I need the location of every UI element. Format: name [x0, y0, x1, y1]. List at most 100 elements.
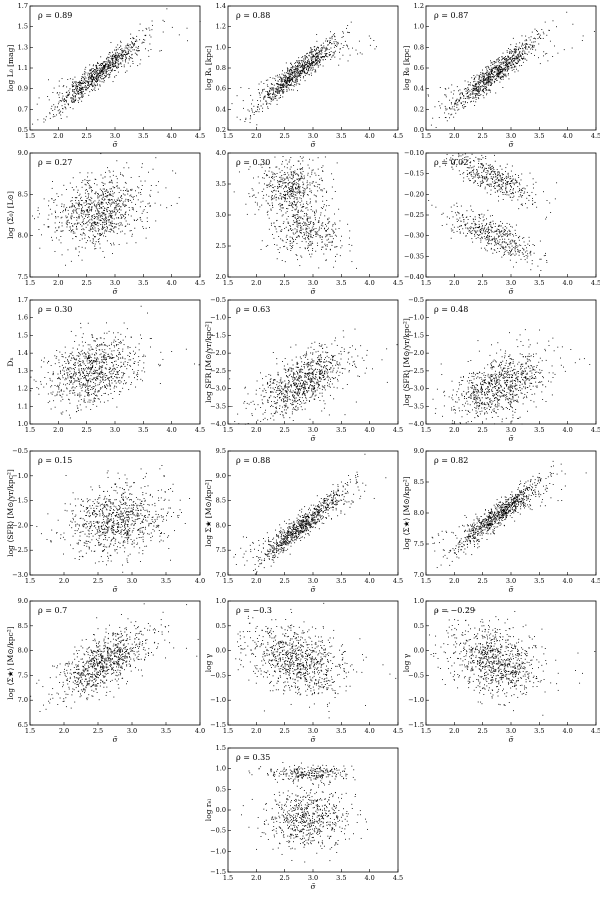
scatter-point — [80, 82, 81, 83]
scatter-point — [265, 245, 267, 247]
scatter-point — [292, 232, 294, 234]
scatter-point — [533, 37, 535, 39]
scatter-point — [95, 71, 97, 73]
scatter-point — [309, 230, 311, 232]
scatter-point — [316, 64, 318, 66]
scatter-point — [114, 199, 115, 201]
scatter-point — [291, 210, 293, 211]
scatter-point — [90, 69, 92, 70]
scatter-point — [450, 228, 452, 230]
scatter-point — [92, 190, 93, 192]
scatter-point — [132, 197, 134, 199]
scatter-point — [114, 214, 116, 216]
scatter-point — [272, 88, 273, 90]
scatter-point — [91, 68, 93, 70]
scatter-point — [272, 94, 274, 96]
scatter-point — [129, 65, 131, 67]
scatter-point — [313, 64, 315, 66]
scatter-point — [91, 189, 93, 191]
scatter-point — [481, 182, 483, 184]
scatter-point — [315, 49, 317, 51]
scatter-point — [270, 88, 272, 89]
scatter-point — [313, 62, 315, 64]
scatter-point — [72, 99, 74, 101]
scatter-point — [118, 53, 120, 55]
scatter-point — [97, 195, 99, 197]
scatter-point — [77, 85, 78, 87]
scatter-point — [272, 96, 274, 98]
scatter-point — [276, 88, 278, 90]
scatter-point — [507, 234, 509, 236]
scatter-point — [120, 199, 122, 201]
scatter-point — [75, 98, 77, 100]
scatter-point — [284, 178, 286, 180]
scatter-point — [291, 204, 293, 206]
scatter-point — [103, 235, 104, 237]
scatter-point — [286, 81, 288, 83]
scatter-point — [453, 105, 455, 107]
scatter-point — [307, 174, 309, 176]
scatter-point — [302, 64, 304, 66]
scatter-point — [80, 200, 82, 201]
scatter-point — [96, 74, 98, 76]
scatter-point — [199, 21, 201, 22]
scatter-point — [36, 103, 38, 105]
scatter-point — [80, 93, 82, 95]
scatter-point — [105, 218, 107, 220]
scatter-point — [114, 63, 116, 65]
scatter-point — [494, 74, 496, 76]
scatter-point — [300, 71, 302, 73]
scatter-point — [498, 224, 500, 226]
scatter-point — [300, 228, 302, 230]
scatter-point — [449, 217, 450, 219]
scatter-point — [270, 222, 272, 224]
scatter-point — [490, 65, 492, 67]
scatter-point — [112, 195, 114, 197]
scatter-point — [47, 226, 49, 228]
scatter-point — [482, 95, 484, 97]
scatter-point — [38, 229, 40, 230]
scatter-point — [515, 50, 517, 52]
scatter-point — [487, 228, 489, 230]
scatter-point — [149, 43, 151, 45]
scatter-point — [316, 40, 318, 42]
scatter-point — [522, 50, 523, 52]
scatter-point — [138, 46, 139, 47]
scatter-point — [117, 55, 119, 57]
scatter-point — [62, 230, 64, 232]
scatter-point — [502, 193, 504, 195]
scatter-point — [472, 87, 474, 89]
scatter-point — [104, 198, 106, 200]
scatter-point — [326, 190, 328, 192]
scatter-point — [291, 89, 293, 91]
scatter-point — [464, 101, 466, 102]
scatter-point — [119, 54, 121, 56]
scatter-point — [500, 70, 501, 72]
scatter-point — [100, 63, 102, 64]
scatter-point — [318, 228, 320, 230]
scatter-point — [495, 65, 497, 67]
scatter-point — [49, 208, 51, 210]
scatter-point — [106, 207, 108, 209]
scatter-point — [316, 52, 318, 54]
scatter-point — [317, 183, 319, 185]
scatter-point — [280, 85, 282, 87]
scatter-point — [120, 217, 122, 219]
scatter-point — [302, 68, 304, 70]
scatter-point — [91, 223, 92, 225]
scatter-point — [89, 227, 91, 229]
scatter-point — [290, 74, 292, 76]
scatter-point — [111, 210, 113, 212]
scatter-point — [523, 58, 525, 59]
scatter-point — [492, 165, 494, 167]
scatter-point — [512, 64, 514, 66]
scatter-point — [292, 224, 294, 226]
scatter-point — [515, 174, 517, 175]
scatter-point — [270, 98, 272, 100]
scatter-point — [283, 85, 285, 86]
scatter-point — [102, 191, 103, 193]
scatter-point — [302, 70, 304, 72]
scatter-point — [327, 223, 329, 224]
scatter-point — [117, 66, 119, 68]
scatter-point — [334, 234, 336, 236]
